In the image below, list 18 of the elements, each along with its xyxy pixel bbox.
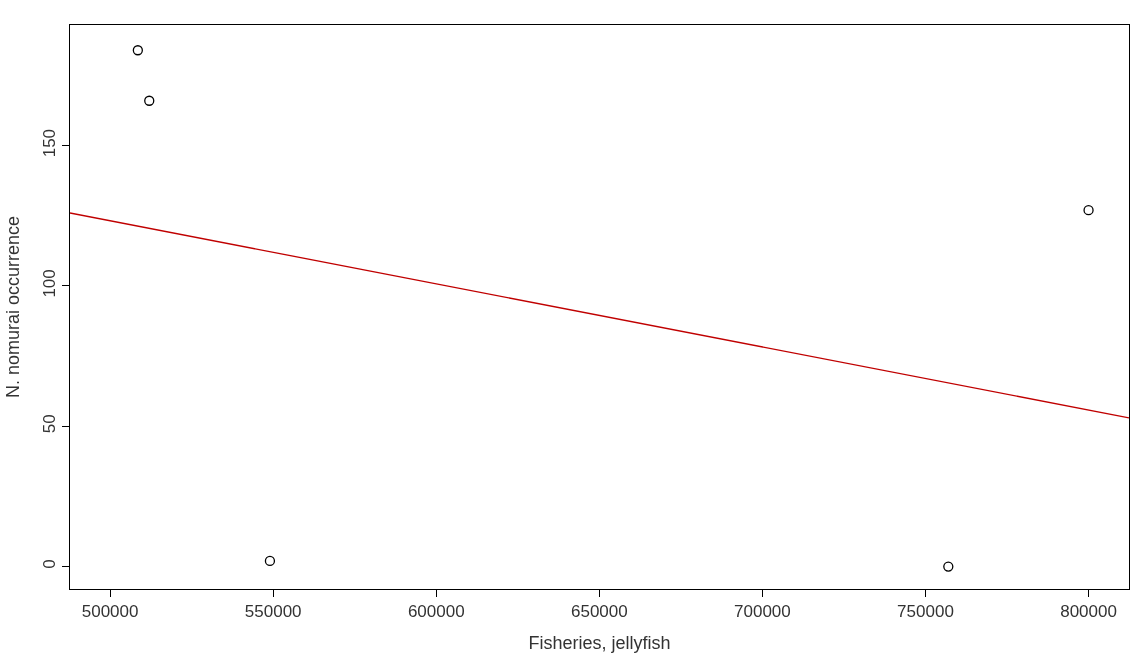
x-tick-label: 650000 <box>570 602 628 622</box>
y-tick-label: 100 <box>40 269 60 298</box>
y-tick-label: 150 <box>40 128 60 158</box>
point <box>943 561 954 572</box>
point <box>144 95 155 106</box>
x-tick-label: 750000 <box>897 602 954 622</box>
x-tick-label: 500000 <box>81 602 139 622</box>
x-tick-label: 550000 <box>244 602 302 622</box>
x-tick-label: 700000 <box>734 602 791 622</box>
x-axis-title: Fisheries, jellyfish <box>528 632 671 653</box>
y-axis-title: N. nomurai occurrence <box>3 215 24 399</box>
y-tick-label: 50 <box>40 414 60 434</box>
point <box>264 555 276 567</box>
point <box>1083 205 1094 216</box>
x-tick-label: 600000 <box>407 602 465 622</box>
x-tick-label: 800000 <box>1060 602 1117 622</box>
point <box>132 45 143 56</box>
y-tick-label: 0 <box>40 559 60 569</box>
